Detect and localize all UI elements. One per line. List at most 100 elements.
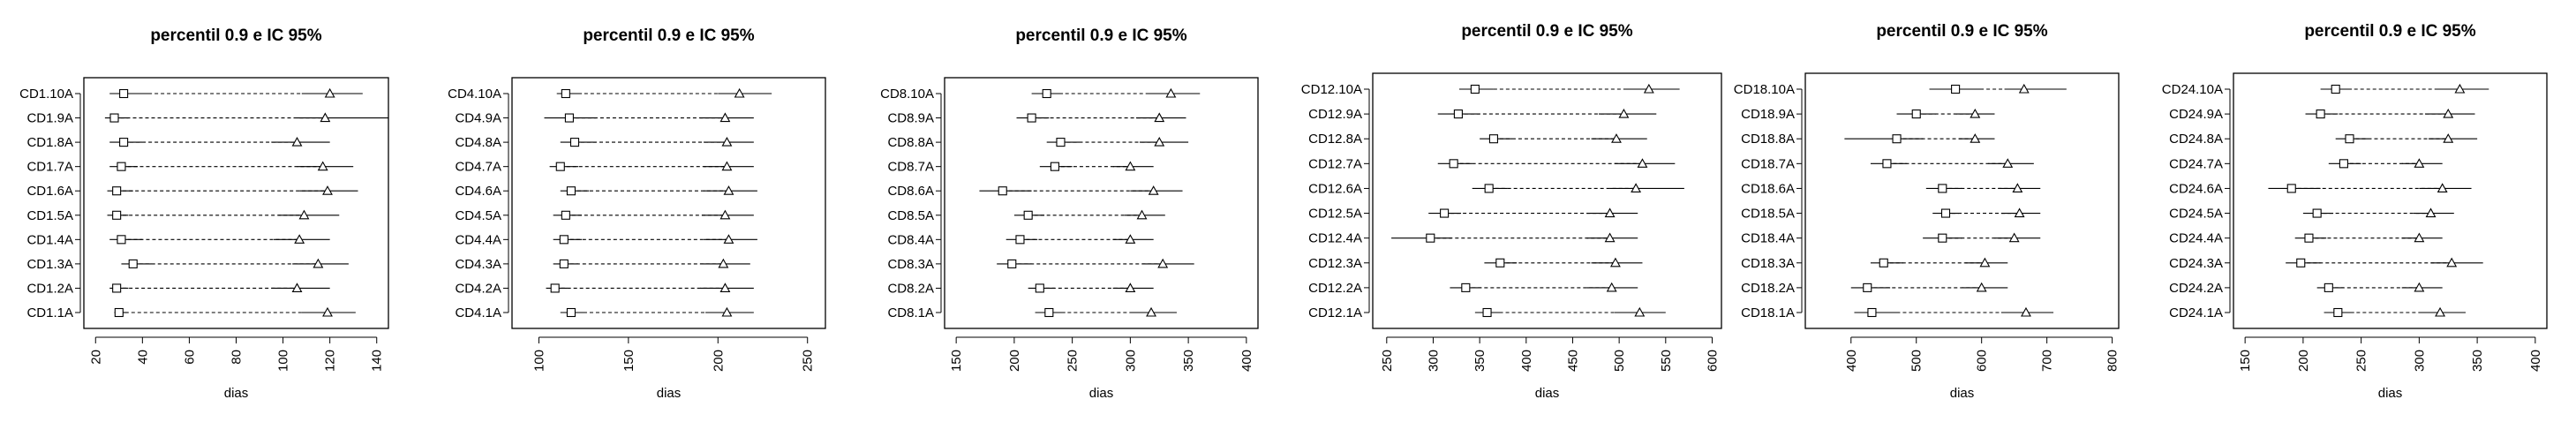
triangle-marker xyxy=(322,306,333,317)
y-tick-label: CD1.10A xyxy=(19,87,73,102)
triangle-marker xyxy=(1970,133,1981,143)
y-tick-label: CD18.4A xyxy=(1741,231,1795,246)
x-tick-label: 200 xyxy=(2296,350,2311,372)
x-tick-label: 800 xyxy=(2105,350,2120,372)
y-tick-label: CD12.5A xyxy=(1308,207,1362,222)
square-marker xyxy=(555,162,565,171)
square-marker xyxy=(112,186,122,196)
x-tick-label: 250 xyxy=(1380,350,1395,372)
triangle-marker xyxy=(1125,283,1136,292)
chart-panel-3: percentil 0.9 e IC 95% 150 200 250 300 350 400… xyxy=(880,26,1259,401)
y-tick-label: CD4.8A xyxy=(455,135,501,150)
plot-frame xyxy=(1372,72,1722,329)
triangle-marker xyxy=(1637,158,1648,168)
x-tick-label: 600 xyxy=(1975,350,1990,372)
y-tick-label: CD1.9A xyxy=(26,111,73,126)
triangle-marker xyxy=(723,234,734,244)
square-marker xyxy=(1484,184,1494,193)
chart-title: percentil 0.9 e IC 95% xyxy=(1876,22,2047,41)
triangle-marker xyxy=(719,209,731,220)
y-tick-label: CD24.6A xyxy=(2169,181,2223,196)
x-tick-label: 60 xyxy=(182,350,197,365)
square-marker xyxy=(2324,283,2333,292)
x-tick-label: 600 xyxy=(1705,350,1720,372)
square-marker xyxy=(2339,159,2348,169)
square-marker xyxy=(1911,109,1921,119)
square-marker xyxy=(1023,210,1033,220)
square-marker xyxy=(114,307,124,318)
x-tick-label: 500 xyxy=(1909,350,1924,372)
y-tick-label: CD8.10A xyxy=(880,87,934,102)
square-marker xyxy=(1015,235,1025,245)
square-marker xyxy=(1951,84,1961,94)
chart-panel-6: percentil 0.9 e IC 95% 150 200 250 300 350 400… xyxy=(2162,22,2548,401)
y-tick-label: CD4.4A xyxy=(455,232,501,247)
triangle-marker xyxy=(1643,83,1654,94)
triangle-marker xyxy=(2443,108,2454,118)
chart-panel-1: percentil 0.9 e IC 95% 20 40 60 80 100 120 140 d… xyxy=(19,26,389,401)
triangle-marker xyxy=(2008,232,2020,243)
x-tick-label: 150 xyxy=(2238,350,2253,372)
x-tick-label: 200 xyxy=(711,350,726,372)
square-marker xyxy=(566,186,576,196)
y-tick-label: CD24.5A xyxy=(2169,207,2223,222)
triangle-marker xyxy=(2425,207,2437,218)
triangle-marker xyxy=(721,306,733,317)
x-tick-label: 100 xyxy=(276,350,291,372)
square-marker xyxy=(998,186,1007,196)
x-tick-label: 300 xyxy=(2412,350,2427,372)
triangle-marker xyxy=(313,258,324,268)
y-tick-label: CD4.2A xyxy=(455,281,501,296)
triangle-marker xyxy=(2002,158,2014,168)
triangle-marker xyxy=(1136,209,1148,220)
square-marker xyxy=(128,259,138,268)
y-tick-label: CD18.5A xyxy=(1741,207,1795,222)
triangle-marker xyxy=(1606,282,1617,292)
square-marker xyxy=(1027,113,1036,123)
square-marker xyxy=(561,210,570,220)
y-tick-label: CD12.2A xyxy=(1308,281,1362,296)
y-tick-label: CD1.3A xyxy=(26,257,73,272)
x-tick-label: 500 xyxy=(1612,350,1627,372)
x-tick-label: 400 xyxy=(1844,350,1859,372)
y-tick-label: CD24.2A xyxy=(2169,281,2223,296)
x-tick-label: 250 xyxy=(801,350,816,372)
triangle-marker xyxy=(2012,183,2023,192)
square-marker xyxy=(2286,184,2296,193)
square-marker xyxy=(1461,283,1471,292)
square-marker xyxy=(2345,134,2354,144)
square-marker xyxy=(2316,109,2325,119)
triangle-marker xyxy=(1611,133,1622,143)
square-marker xyxy=(2312,208,2322,218)
chart-title: percentil 0.9 e IC 95% xyxy=(583,26,754,45)
square-marker xyxy=(1892,134,1902,144)
triangle-marker xyxy=(1618,108,1630,118)
square-marker xyxy=(1882,159,1892,169)
triangle-marker xyxy=(1604,207,1616,218)
square-marker xyxy=(1056,138,1066,147)
triangle-marker xyxy=(2414,158,2425,168)
triangle-marker xyxy=(719,283,731,292)
square-marker xyxy=(2304,233,2314,243)
x-tick-label: 20 xyxy=(88,350,103,365)
triangle-marker xyxy=(294,234,305,244)
x-tick-label: 300 xyxy=(1123,350,1138,372)
triangle-marker xyxy=(1148,185,1159,195)
square-marker xyxy=(1482,307,1492,318)
y-tick-label: CD1.6A xyxy=(26,184,73,199)
square-marker xyxy=(112,210,122,220)
plot-frame xyxy=(944,77,1259,329)
triangle-marker xyxy=(2446,257,2458,268)
triangle-marker xyxy=(1634,306,1646,317)
square-marker xyxy=(1044,307,1054,318)
square-marker xyxy=(1938,184,1947,193)
square-marker xyxy=(1042,88,1051,99)
y-tick-label: CD18.1A xyxy=(1741,305,1795,320)
y-tick-label: CD18.2A xyxy=(1741,281,1795,296)
square-marker xyxy=(109,113,119,123)
square-marker xyxy=(564,113,574,123)
y-tick-label: CD1.1A xyxy=(26,305,73,320)
chart-title: percentil 0.9 e IC 95% xyxy=(150,26,321,45)
y-tick-label: CD1.2A xyxy=(26,281,73,296)
y-tick-label: CD24.4A xyxy=(2169,231,2223,246)
